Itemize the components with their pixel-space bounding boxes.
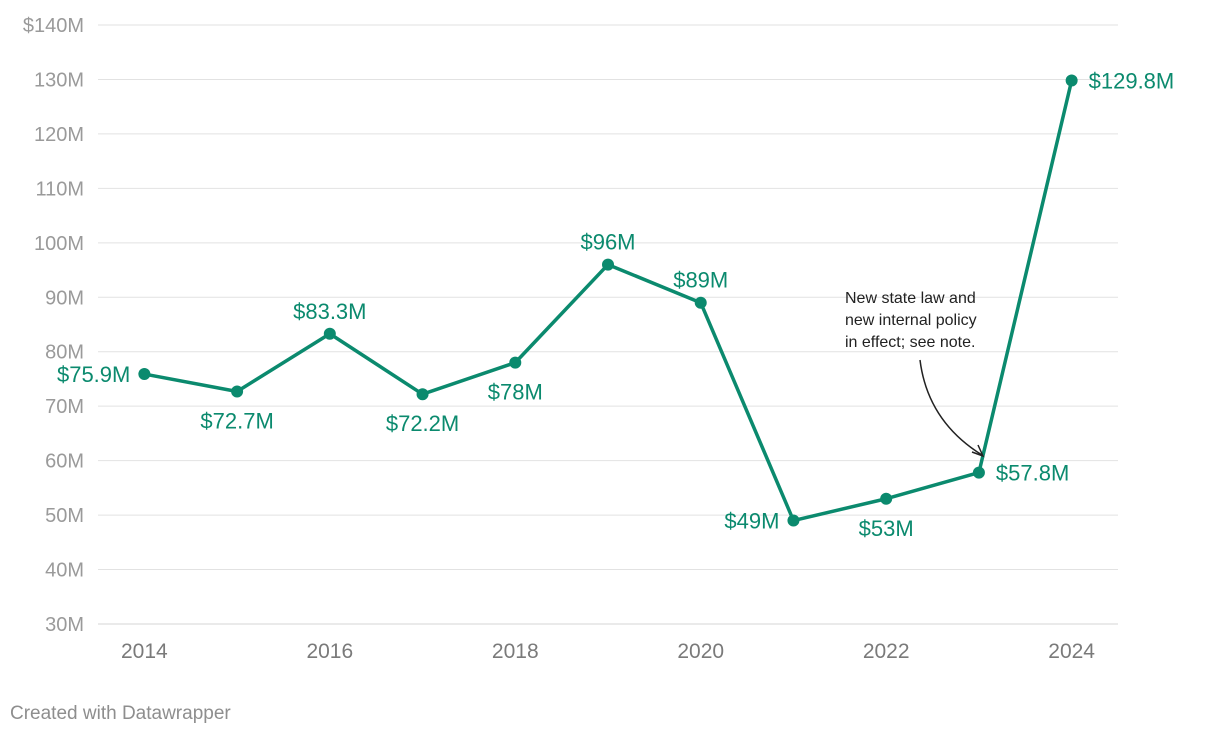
annotation-arrowhead <box>971 444 985 458</box>
data-label-2016: $83.3M <box>293 299 366 324</box>
x-tick-label: 2016 <box>306 640 353 663</box>
data-points <box>138 74 1078 527</box>
data-labels: $75.9M $72.7M $83.3M $72.2M $78M $96M $89M $49M… <box>57 69 1174 541</box>
data-label-2021: $49M <box>724 509 779 534</box>
annotation-line-1: New state law and <box>845 290 976 307</box>
data-label-2019: $96M <box>580 230 635 255</box>
y-tick-label: 30M <box>45 614 84 636</box>
y-tick-label: 50M <box>45 505 84 527</box>
y-tick-label: 90M <box>45 287 84 309</box>
data-point-2014 <box>138 368 151 381</box>
line-chart: 30M 40M 50M 60M 70M 80M 90M 100M 110M 120M 130M $14… <box>23 15 1174 663</box>
y-tick-label: 70M <box>45 396 84 418</box>
data-point-2021 <box>787 514 800 527</box>
data-label-2024: $129.8M <box>1089 69 1175 94</box>
data-label-2014: $75.9M <box>57 362 130 387</box>
annotation-line-3: in effect; see note. <box>845 334 975 351</box>
annotation: New state law and new internal policy in… <box>845 290 985 458</box>
data-label-2017: $72.2M <box>386 411 459 436</box>
data-point-2024 <box>1065 74 1078 87</box>
data-label-2018: $78M <box>488 380 543 405</box>
x-tick-label: 2022 <box>863 640 910 663</box>
data-label-2023: $57.8M <box>996 461 1069 486</box>
y-tick-label: 40M <box>45 560 84 582</box>
data-label-2020: $89M <box>673 268 728 293</box>
annotation-line-2: new internal policy <box>845 312 977 329</box>
data-point-2020 <box>694 296 707 309</box>
y-tick-label: 100M <box>34 233 84 255</box>
data-point-2018 <box>509 356 522 369</box>
x-tick-label: 2018 <box>492 640 539 663</box>
y-tick-label: 130M <box>34 69 84 91</box>
y-axis-ticks: 30M 40M 50M 60M 70M 80M 90M 100M 110M 120M 130M $14… <box>23 15 84 636</box>
y-tick-label: 110M <box>35 178 84 200</box>
grid-lines <box>98 24 1118 625</box>
y-tick-label: 80M <box>45 342 84 364</box>
y-tick-label: $140M <box>23 15 84 37</box>
data-point-2016 <box>323 327 336 340</box>
data-label-2022: $53M <box>859 516 914 541</box>
data-point-2022 <box>880 492 893 505</box>
data-label-2015: $72.7M <box>200 408 273 433</box>
y-tick-label: 120M <box>34 124 84 146</box>
footer-credit: Created with Datawrapper <box>10 703 231 724</box>
y-tick-label: 60M <box>45 451 84 473</box>
x-tick-label: 2020 <box>677 640 724 663</box>
annotation-arrow <box>919 359 983 456</box>
x-tick-label: 2014 <box>121 640 168 663</box>
x-tick-label: 2024 <box>1048 640 1095 663</box>
data-point-2017 <box>416 388 429 401</box>
x-axis-ticks: 2014 2016 2018 2020 2022 2024 <box>121 640 1095 663</box>
data-point-2023 <box>972 466 985 479</box>
data-point-2015 <box>231 385 244 398</box>
data-point-2019 <box>602 258 614 271</box>
